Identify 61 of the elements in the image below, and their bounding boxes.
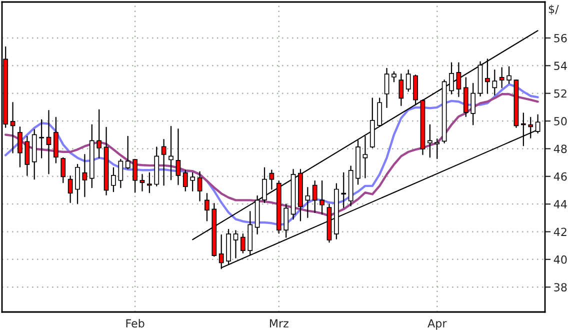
candlestick	[392, 71, 396, 82]
candlestick	[434, 138, 440, 160]
candlestick	[262, 167, 267, 204]
candlestick	[182, 170, 188, 192]
candlestick	[456, 62, 462, 98]
y-tick-label: 46	[554, 172, 567, 181]
candlestick	[190, 172, 196, 192]
y-tick-label: 50	[554, 116, 567, 126]
candlestick	[132, 158, 138, 193]
y-tick-label: 56	[554, 34, 567, 42]
y-tick-label: 44	[554, 200, 567, 208]
candlestick	[118, 158, 124, 188]
y-tick-label: 48	[554, 144, 567, 154]
candlestick	[240, 233, 246, 254]
candlestick	[82, 154, 88, 198]
y-tick-label: 42	[554, 228, 566, 236]
x-tick-label: Apr	[428, 319, 447, 330]
candlestick	[398, 74, 404, 106]
candlestick	[10, 102, 16, 154]
y-tick-label: 54	[554, 62, 567, 70]
candlestick	[312, 180, 318, 214]
y-tick-label: 52	[554, 89, 566, 98]
candlestick	[111, 167, 116, 192]
candlestick	[284, 204, 289, 238]
candlestick	[197, 171, 202, 202]
candlestick	[18, 126, 22, 168]
candlestick	[485, 58, 490, 94]
candlestick	[406, 70, 411, 92]
candlestick	[96, 109, 102, 158]
y-tick-label: 38	[554, 283, 567, 292]
candlestick	[60, 157, 66, 184]
candlestick	[168, 126, 174, 180]
candlestick	[377, 98, 382, 127]
y-tick-label: 40	[554, 255, 567, 264]
candlestick	[204, 192, 210, 222]
y-axis-title: $/	[548, 4, 559, 15]
candlestick	[233, 230, 238, 258]
candlestick	[46, 110, 52, 174]
candlestick	[140, 174, 145, 192]
candlestick	[75, 164, 80, 204]
candlestick	[470, 82, 476, 126]
candlestick	[341, 172, 346, 208]
candlestick	[176, 128, 181, 186]
candlestick	[449, 62, 454, 94]
candlestick	[384, 68, 390, 108]
candlestick	[499, 67, 504, 88]
candlestick	[427, 124, 432, 158]
x-tick-label: Mrz	[270, 319, 288, 328]
candlestick	[161, 139, 166, 186]
candlestick	[492, 70, 498, 96]
candlestick	[24, 136, 30, 176]
candlestick	[125, 136, 130, 170]
candlestick	[362, 136, 368, 178]
candlestick	[39, 119, 44, 158]
candlestick	[305, 187, 310, 218]
candlestick	[147, 172, 152, 194]
candlestick	[506, 66, 512, 84]
candlestick	[68, 176, 73, 204]
x-tick-label: Feb	[126, 318, 144, 328]
candlestick	[320, 180, 324, 215]
candlestick	[269, 170, 274, 190]
